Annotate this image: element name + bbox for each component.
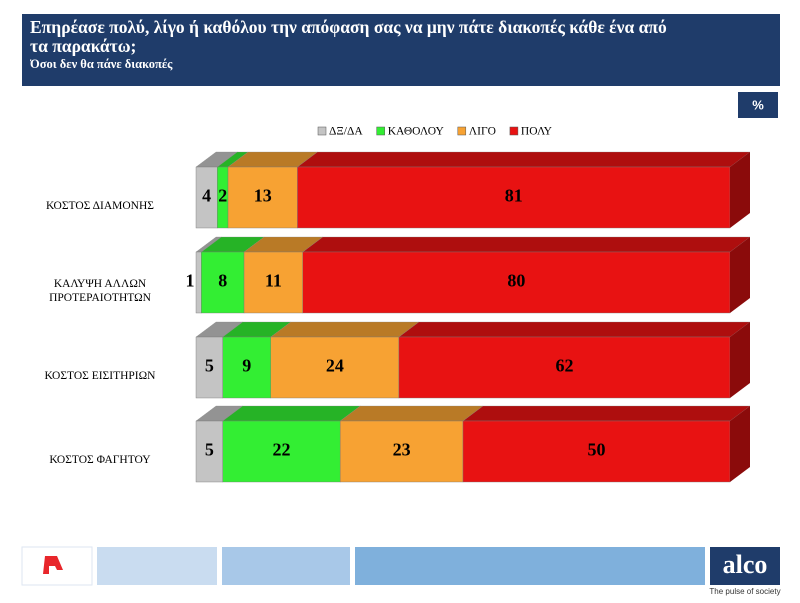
legend-swatch	[317, 126, 327, 136]
legend-swatch	[376, 126, 385, 136]
value-label: 4	[202, 186, 211, 206]
header-bar	[22, 14, 780, 86]
legend-label: ΚΑΘΟΛΟΥ	[388, 126, 445, 138]
bar-top	[270, 321, 420, 338]
category-label: ΚΑΛΥΨΗ ΑΛΛΩΝ ΠΡΟΤΕΡΑΙΟΤΗΤΩΝ	[49, 277, 151, 304]
bar-segment	[227, 166, 298, 229]
value-label: 62	[555, 356, 573, 376]
bar-top	[339, 405, 484, 422]
chart-title: Επηρέασε πολύ, λίγο ή καθόλου την απόφασ…	[30, 18, 667, 56]
bar-top	[302, 236, 751, 253]
value-label: 1	[186, 271, 195, 291]
value-label: 8	[218, 271, 227, 291]
unit-badge	[738, 92, 778, 118]
value-label: 5	[205, 356, 214, 376]
value-label: 80	[507, 271, 525, 291]
bar-segment	[195, 336, 223, 399]
chart-subtitle: Όσοι δεν θα πάνε διακοπές	[30, 57, 173, 71]
footer-logo-box	[21, 546, 93, 586]
bar-top	[297, 151, 751, 168]
bar-segment	[201, 251, 245, 314]
value-label: 50	[588, 440, 606, 460]
value-label: 9	[242, 356, 251, 376]
value-label: 24	[326, 356, 344, 376]
category-label: ΚΟΣΤΟΣ ΔΙΑΜΟΝΗΣ	[46, 199, 154, 212]
footer-strip	[97, 547, 217, 585]
bar-segment	[270, 336, 400, 399]
category-label: ΚΟΣΤΟΣ ΕΙΣΙΤΗΡΙΩΝ	[44, 369, 156, 382]
value-label: 22	[272, 440, 290, 460]
bar-segment	[195, 420, 223, 483]
footer-strip	[222, 547, 350, 585]
bar-side	[730, 237, 750, 313]
footer-brand: alco	[723, 550, 768, 579]
category-label: ΚΟΣΤΟΣ ΦΑΓΗΤΟΥ	[49, 453, 151, 466]
footer: alco The pulse of society	[21, 546, 781, 596]
bar-side	[730, 152, 750, 228]
bar-top	[462, 405, 751, 422]
bar-segment	[398, 336, 731, 399]
footer-strip	[355, 547, 705, 585]
bar-segment	[302, 251, 731, 314]
header-text: Επηρέασε πολύ, λίγο ή καθόλου την απόφασ…	[30, 18, 667, 71]
bar-segment	[222, 420, 341, 483]
value-label: 13	[254, 186, 272, 206]
legend-swatch	[457, 126, 467, 136]
legend-label: ΛΙΓΟ	[469, 126, 496, 138]
footer-brand-box	[710, 547, 780, 585]
bar-top	[222, 405, 361, 422]
legend-label: ΠΟΛΥ	[521, 126, 553, 138]
bar-segment	[297, 166, 731, 229]
bar-segment	[222, 336, 271, 399]
bar-segment	[195, 251, 202, 314]
bar-side	[730, 322, 750, 398]
value-label: 5	[205, 440, 214, 460]
value-label: 11	[265, 271, 282, 291]
value-label: 23	[393, 440, 411, 460]
bar-side	[730, 406, 750, 482]
bar-segment	[243, 251, 303, 314]
unit-badge-text: %	[752, 97, 764, 112]
bar-top	[398, 321, 751, 338]
value-label: 81	[505, 186, 523, 206]
bar-segment	[339, 420, 464, 483]
footer-logo	[43, 556, 63, 574]
legend-swatch	[509, 126, 519, 136]
footer-tagline: The pulse of society	[709, 587, 780, 596]
value-label: 2	[218, 186, 227, 206]
legend-label: ΔΞ/ΔΑ	[329, 126, 363, 138]
